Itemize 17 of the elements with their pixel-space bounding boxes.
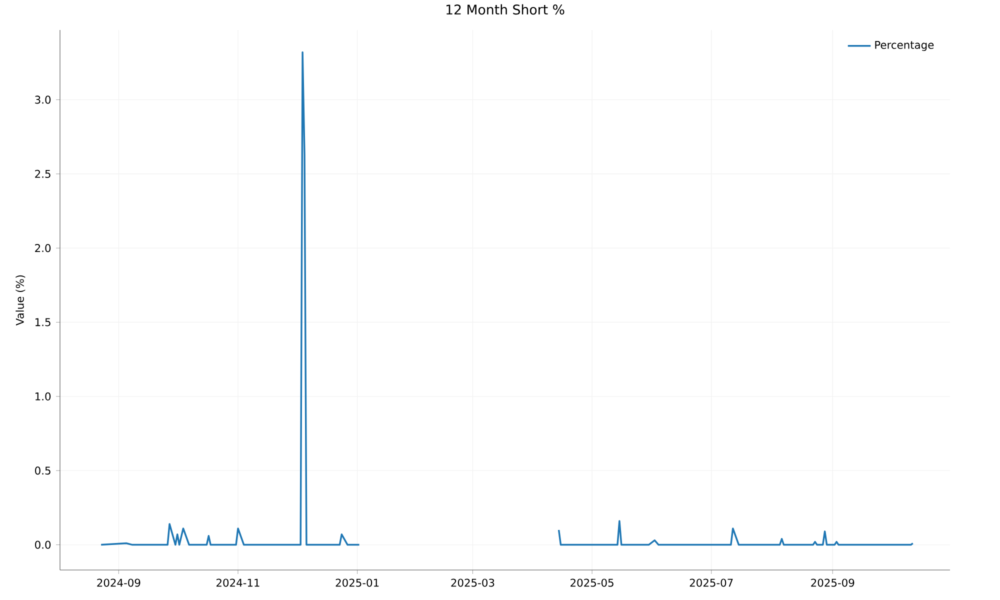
y-tick-label: 1.5	[35, 318, 50, 326]
x-tick-label: 2024-11	[216, 578, 260, 587]
x-tick-label: 2025-07	[690, 578, 733, 587]
x-tick-label: 2025-03	[451, 578, 494, 587]
y-tick-label: 3.0	[35, 96, 51, 104]
y-tick-label: 2.0	[35, 244, 51, 252]
y-tick-label: 1.0	[35, 392, 51, 400]
y-tick-label: 0.5	[35, 466, 50, 475]
x-tick-label: 2025-09	[811, 578, 854, 587]
y-tick-label: 0.0	[35, 540, 51, 549]
x-tick-label: 2025-01	[336, 578, 379, 587]
y-tick-label: 2.5	[35, 170, 50, 178]
y-axis-title: Value (%)	[16, 275, 26, 326]
legend-label: Percentage	[875, 40, 934, 51]
x-tick-label: 2025-05	[570, 578, 614, 587]
x-tick-label: 2024-09	[97, 578, 140, 587]
chart-title: 12 Month Short %	[446, 4, 564, 15]
